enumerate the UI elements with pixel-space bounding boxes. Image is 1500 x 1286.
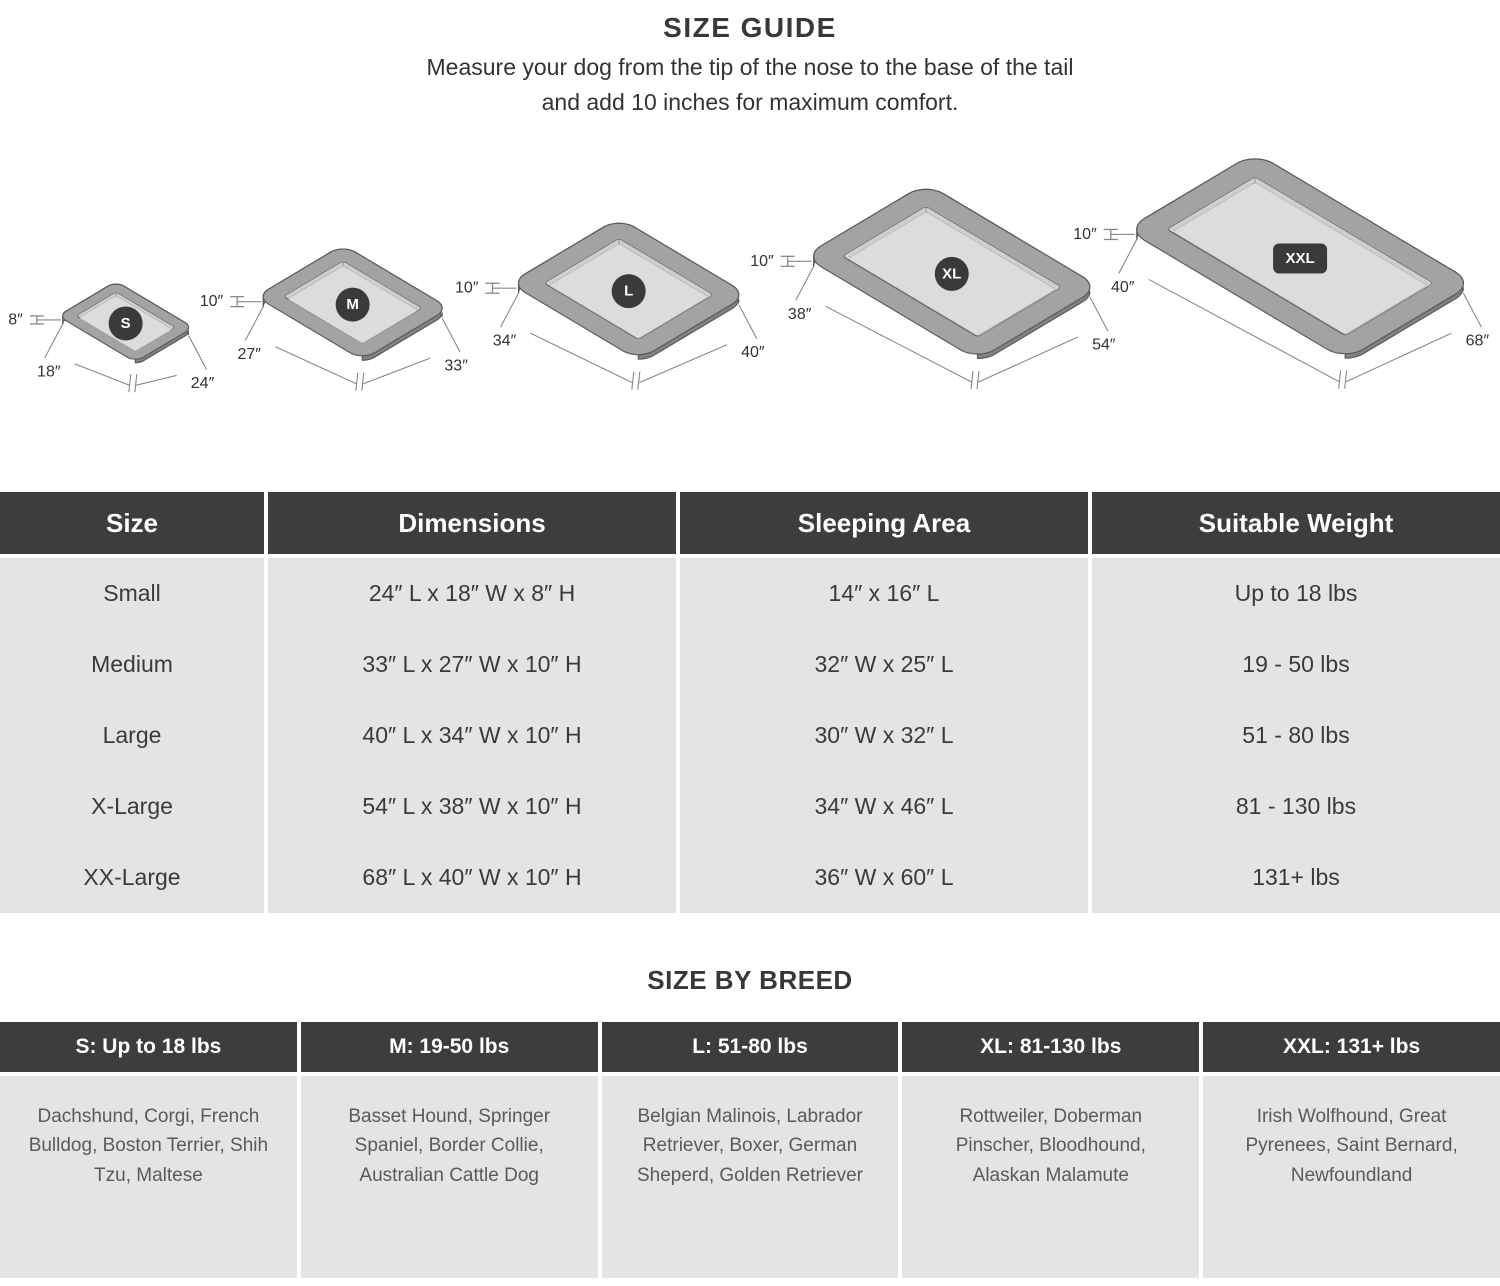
svg-text:10″: 10″ [750,253,774,270]
svg-text:M: M [346,296,359,313]
svg-text:24″: 24″ [191,375,215,392]
svg-text:10″: 10″ [455,280,479,297]
svg-text:38″: 38″ [788,306,812,323]
svg-text:33″: 33″ [444,358,468,375]
svg-text:10″: 10″ [200,293,224,310]
svg-text:68″: 68″ [1466,333,1490,350]
svg-text:10″: 10″ [1073,226,1097,243]
svg-text:18″: 18″ [37,363,61,380]
svg-text:S: S [121,315,131,332]
svg-text:54″: 54″ [1092,337,1116,354]
svg-text:XXL: XXL [1285,250,1314,267]
svg-text:L: L [624,283,633,300]
svg-text:XL: XL [942,265,961,282]
svg-text:8″: 8″ [8,311,23,328]
svg-text:40″: 40″ [1111,279,1135,296]
svg-text:40″: 40″ [741,344,765,361]
svg-text:27″: 27″ [237,346,261,363]
svg-text:34″: 34″ [493,333,517,350]
